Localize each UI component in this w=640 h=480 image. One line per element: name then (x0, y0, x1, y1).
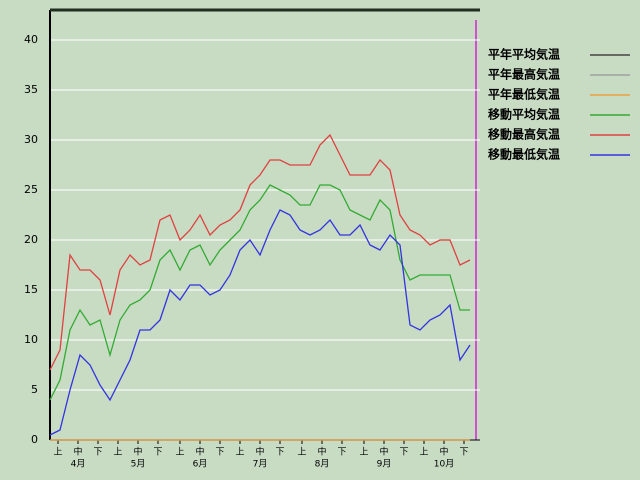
x-tick-label: 上 (113, 447, 122, 458)
y-tick-label: 40 (24, 33, 38, 46)
month-label: 6月 (193, 459, 208, 470)
y-tick-label: 5 (31, 383, 38, 396)
month-label: 5月 (131, 459, 146, 470)
x-tick-label: 中 (317, 446, 326, 458)
y-tick-label: 10 (24, 333, 38, 346)
x-tick-label: 上 (359, 447, 368, 458)
x-tick-label: 中 (379, 446, 388, 458)
y-tick-label: 0 (31, 433, 38, 446)
x-tick-label: 中 (195, 446, 204, 458)
month-label: 8月 (315, 459, 330, 470)
x-tick-label: 上 (235, 447, 244, 458)
legend-label: 移動平均気温 (488, 107, 560, 122)
legend-label: 平年最高気温 (488, 67, 560, 82)
series-line (49, 133, 471, 371)
month-label: 10月 (434, 459, 454, 470)
x-tick-label: 中 (73, 446, 82, 458)
x-tick-label: 中 (133, 446, 142, 458)
series-line (49, 184, 470, 401)
month-label: 9月 (377, 459, 392, 470)
legend-label: 移動最高気温 (488, 127, 560, 142)
x-tick-label: 上 (53, 447, 62, 458)
legend-label: 平年最低気温 (488, 87, 560, 102)
y-tick-label: 15 (24, 283, 38, 296)
x-tick-label: 下 (215, 448, 224, 458)
series-line (49, 209, 471, 436)
x-tick-label: 上 (297, 447, 306, 458)
x-tick-label: 上 (419, 447, 428, 458)
y-tick-label: 35 (24, 83, 38, 96)
x-tick-label: 下 (337, 448, 346, 458)
x-tick-label: 下 (275, 448, 284, 458)
month-label: 7月 (253, 459, 268, 470)
x-tick-label: 中 (255, 446, 264, 458)
x-tick-label: 下 (399, 448, 408, 458)
x-tick-label: 上 (175, 447, 184, 458)
x-tick-label: 下 (459, 448, 468, 458)
legend-label: 移動最低気温 (488, 147, 560, 162)
x-tick-label: 下 (93, 448, 102, 458)
x-tick-label: 下 (153, 448, 162, 458)
x-tick-label: 中 (439, 446, 448, 458)
month-label: 4月 (71, 459, 86, 470)
y-tick-label: 25 (24, 183, 38, 196)
y-tick-label: 20 (24, 233, 38, 246)
y-tick-label: 30 (24, 133, 38, 146)
legend-label: 平年平均気温 (488, 47, 560, 62)
